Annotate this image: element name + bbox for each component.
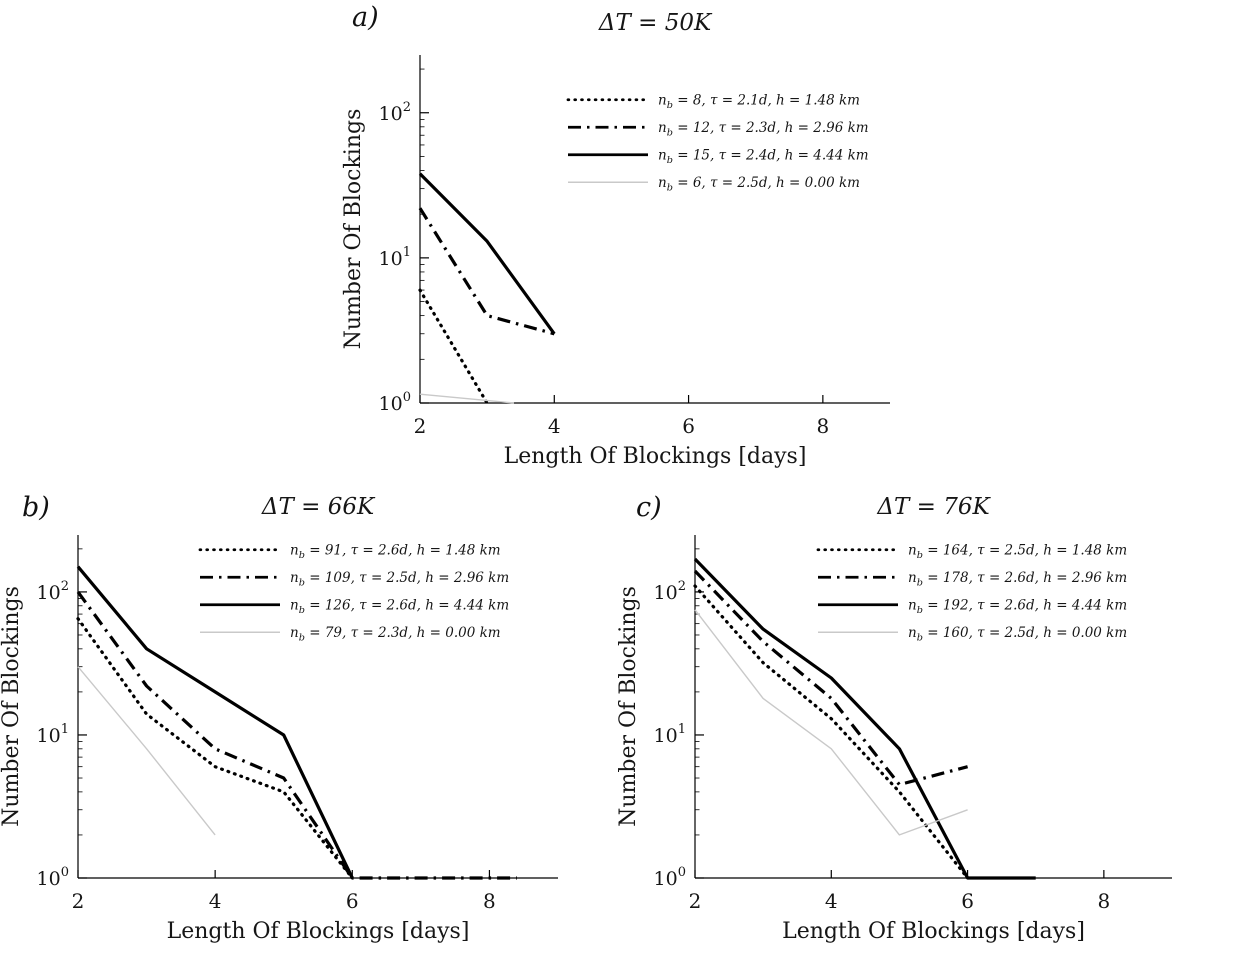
panel-label-b: b) bbox=[22, 492, 50, 523]
x-axis-label: Length Of Blockings [days] bbox=[504, 444, 807, 469]
legend: nb = 8, τ = 2.1d, h = 1.48 km nb = 12, τ … bbox=[558, 78, 894, 202]
series-line-3 bbox=[694, 609, 968, 836]
x-tick-label: 4 bbox=[209, 889, 222, 913]
series-line-1 bbox=[76, 590, 517, 880]
y-axis-label: Number Of Blockings bbox=[618, 586, 641, 827]
series-group bbox=[418, 172, 556, 405]
y-axis-label: Number Of Blockings bbox=[341, 109, 366, 350]
legend-label-3: nb = 6, τ = 2.5d, h = 0.00 km bbox=[658, 175, 860, 194]
legend-background bbox=[558, 78, 894, 202]
plot-a: 2 4 6 8 100 101 102 Length Of Blockings [days] N… bbox=[341, 10, 894, 469]
y-tick-label: 102 bbox=[37, 579, 69, 604]
series-line-0 bbox=[418, 288, 489, 405]
legend-label-3: nb = 79, τ = 2.3d, h = 0.00 km bbox=[290, 625, 501, 644]
legend-label-1: nb = 12, τ = 2.3d, h = 2.96 km bbox=[658, 120, 869, 139]
x-tick-label: 6 bbox=[961, 889, 974, 913]
series-line-2 bbox=[418, 172, 556, 335]
y-tick-label: 101 bbox=[654, 722, 686, 747]
y-tick-label: 100 bbox=[37, 865, 69, 890]
y-tick-label: 101 bbox=[37, 722, 69, 747]
plot-title: ΔT = 50K bbox=[598, 10, 713, 36]
panel-label-c: c) bbox=[636, 492, 662, 523]
x-tick-label: 8 bbox=[1097, 889, 1110, 913]
series-line-0 bbox=[76, 617, 354, 880]
series-line-2 bbox=[693, 557, 1036, 880]
panel-a: 2 4 6 8 100 101 102 Length Of Blockings [days] N… bbox=[320, 0, 910, 475]
x-tick-label: 6 bbox=[346, 889, 359, 913]
x-tick-label: 2 bbox=[689, 889, 702, 913]
plot-b: 2 4 6 8 100 101 102 Length Of Blockings [days] N… bbox=[0, 494, 558, 944]
series-line-3 bbox=[77, 666, 216, 836]
x-tick-label: 2 bbox=[72, 889, 85, 913]
legend-label-1: nb = 178, τ = 2.6d, h = 2.96 km bbox=[908, 570, 1127, 589]
legend-label-2: nb = 15, τ = 2.4d, h = 4.44 km bbox=[658, 148, 869, 167]
legend-label-0: nb = 8, τ = 2.1d, h = 1.48 km bbox=[658, 93, 860, 112]
y-axis-label: Number Of Blockings bbox=[0, 586, 24, 827]
legend-label-0: nb = 164, τ = 2.5d, h = 1.48 km bbox=[908, 543, 1127, 562]
plot-c: 2 4 6 8 100 101 102 Length Of Blockings [days] N… bbox=[618, 494, 1172, 944]
y-tick-label: 102 bbox=[654, 579, 686, 604]
panel-b: 2 4 6 8 100 101 102 Length Of Blockings [days] N… bbox=[0, 488, 590, 962]
legend: nb = 91, τ = 2.6d, h = 1.48 km nb = 109, … bbox=[190, 528, 546, 652]
legend: nb = 164, τ = 2.5d, h = 1.48 km nb = 178,… bbox=[808, 528, 1164, 652]
x-tick-label: 2 bbox=[414, 414, 427, 438]
x-tick-label: 8 bbox=[483, 889, 496, 913]
y-tick-label: 101 bbox=[379, 245, 411, 270]
axes: 2 4 6 8 100 101 102 Length Of Blockings [days] N… bbox=[341, 10, 890, 469]
plot-title: ΔT = 66K bbox=[261, 494, 376, 520]
y-tick-label: 102 bbox=[379, 100, 411, 125]
x-axis-label: Length Of Blockings [days] bbox=[167, 919, 470, 944]
x-tick-label: 4 bbox=[548, 414, 561, 438]
x-tick-label: 4 bbox=[825, 889, 838, 913]
axes: 2 4 6 8 100 101 102 Length Of Blockings [days] N… bbox=[618, 494, 1172, 944]
series-group bbox=[76, 565, 517, 880]
y-tick-label: 100 bbox=[654, 865, 686, 890]
legend-label-3: nb = 160, τ = 2.5d, h = 0.00 km bbox=[908, 625, 1127, 644]
panel-label-a: a) bbox=[352, 2, 379, 33]
plot-title: ΔT = 76K bbox=[876, 494, 991, 520]
legend-label-1: nb = 109, τ = 2.5d, h = 2.96 km bbox=[290, 570, 509, 589]
y-tick-label: 100 bbox=[379, 390, 411, 415]
panel-c: 2 4 6 8 100 101 102 Length Of Blockings [days] N… bbox=[618, 488, 1218, 962]
axes: 2 4 6 8 100 101 102 Length Of Blockings [days] N… bbox=[0, 494, 558, 944]
legend-background bbox=[190, 528, 546, 652]
series-group bbox=[693, 557, 1036, 880]
series-line-2 bbox=[76, 565, 354, 879]
x-tick-label: 6 bbox=[682, 414, 695, 438]
series-line-1 bbox=[418, 207, 555, 336]
x-axis-label: Length Of Blockings [days] bbox=[782, 919, 1085, 944]
legend-label-2: nb = 192, τ = 2.6d, h = 4.44 km bbox=[908, 598, 1127, 617]
legend-label-2: nb = 126, τ = 2.6d, h = 4.44 km bbox=[290, 598, 509, 617]
legend-background bbox=[808, 528, 1164, 652]
series-line-3 bbox=[419, 393, 515, 404]
legend-label-0: nb = 91, τ = 2.6d, h = 1.48 km bbox=[290, 543, 501, 562]
series-line-1 bbox=[693, 569, 969, 787]
series-line-0 bbox=[693, 584, 970, 880]
x-tick-label: 8 bbox=[816, 414, 829, 438]
